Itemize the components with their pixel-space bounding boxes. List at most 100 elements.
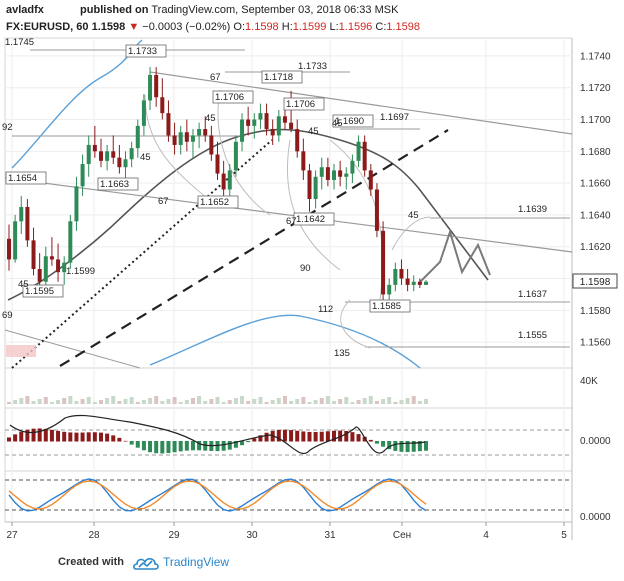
time-tick-label: 27 <box>6 530 18 541</box>
chart-canvas[interactable]: 1.1745 1.1733 1.1733 1.1718 1.1706 1.1706 1.16… <box>0 0 624 548</box>
candle-body <box>399 268 404 279</box>
cycle-annotation: 67 <box>158 196 169 207</box>
volume-bar <box>31 401 36 404</box>
macd-bar <box>295 430 300 442</box>
volume-bar <box>240 396 245 404</box>
close-value: 1.1598 <box>386 21 421 33</box>
price-annotation: 1.1733 <box>298 61 327 72</box>
time-tick-label: 28 <box>88 530 100 541</box>
macd-bar <box>80 432 85 442</box>
price-annotation: 1.1706 <box>215 92 244 103</box>
candle-body <box>92 144 97 152</box>
site-name[interactable]: TradingView.com, <box>151 4 239 16</box>
tradingview-link[interactable]: TradingView <box>163 555 230 569</box>
volume-bar <box>411 396 416 404</box>
volume-bar <box>301 397 306 404</box>
macd-bar <box>19 431 24 442</box>
macd-bar <box>374 441 379 444</box>
volume-bar <box>258 397 263 404</box>
macd-bar <box>368 439 373 442</box>
time-tick-label: 5 <box>561 530 567 541</box>
volume-bar <box>86 397 91 404</box>
annotations: 1.1745 1.1733 1.1733 1.1718 1.1706 1.1706 1.16… <box>2 37 547 359</box>
macd-bar <box>246 441 251 443</box>
price-annotation: 1.1697 <box>380 112 409 123</box>
volume-bar <box>215 397 220 404</box>
candle-body <box>282 116 287 123</box>
grid <box>5 40 572 522</box>
symbol-line: FX:EURUSD, 60 1.1598 ▼ −0.0003 (−0.02%) … <box>6 21 420 34</box>
volume-bar <box>393 402 398 404</box>
volume-bar <box>141 400 146 404</box>
volume-bar <box>276 398 281 404</box>
footer: Created with TradingView <box>0 548 624 581</box>
cycle-annotation: 45 <box>332 118 343 129</box>
volume-bar <box>233 398 238 404</box>
tradingview-cloud-icon[interactable] <box>133 554 159 572</box>
macd-bar <box>233 441 238 448</box>
candle-body <box>160 97 165 114</box>
candle-body <box>123 159 128 168</box>
candle-body <box>313 176 318 200</box>
volume-bars <box>7 396 428 404</box>
candles <box>7 67 428 303</box>
candle-body <box>301 151 306 171</box>
volume-bar <box>117 401 122 404</box>
price-label-box <box>261 70 303 84</box>
author-name[interactable]: avladfx <box>6 4 44 16</box>
stoch-axis-label: 0.0000 <box>580 512 611 523</box>
close-label: C: <box>375 21 387 33</box>
candle-body <box>117 157 122 168</box>
macd-bar <box>129 441 134 445</box>
price-tick-label: 1.1720 <box>580 83 611 94</box>
price-label-box <box>22 284 64 298</box>
volume-bar <box>344 397 349 404</box>
candle-body <box>209 135 214 155</box>
lower-channel-line <box>4 329 141 369</box>
macd-bar <box>252 438 257 442</box>
time-tick-label: 30 <box>246 530 258 541</box>
volume-bar <box>252 399 257 404</box>
macd-bar <box>62 431 67 442</box>
candle-body <box>172 135 177 145</box>
upper-channel-line <box>149 71 573 135</box>
volume-bar <box>246 401 251 404</box>
high-label: H: <box>281 21 293 33</box>
open-label: O: <box>233 21 246 33</box>
volume-bar <box>381 399 386 404</box>
macd-bar <box>43 428 48 442</box>
cycle-arc-4 <box>329 139 383 301</box>
volume-axis-label: 40K <box>580 376 598 387</box>
candle-body <box>105 151 110 161</box>
macd-bar <box>105 433 110 442</box>
candle-body <box>31 240 36 269</box>
candle-body <box>356 141 361 161</box>
candle-body <box>25 206 30 241</box>
created-with-label: Created with <box>58 556 125 568</box>
volume-bar <box>105 398 110 404</box>
volume-bar <box>172 397 177 404</box>
macd-bar <box>86 432 91 442</box>
macd-bar <box>31 428 36 442</box>
volume-bar <box>221 402 226 404</box>
macd-bar <box>154 441 159 454</box>
highlight-box <box>6 345 36 357</box>
price-annotation: 1.1663 <box>100 179 129 190</box>
volume-bar <box>184 400 189 404</box>
volume-bar <box>350 402 355 404</box>
candle-body <box>166 113 171 136</box>
symbol-label[interactable]: FX:EURUSD, 60 <box>6 21 89 33</box>
macd-bar <box>74 432 79 442</box>
volume-bar <box>295 399 300 404</box>
candle-body <box>49 256 54 260</box>
cycle-annotation: 67 <box>286 216 297 227</box>
volume-bar <box>362 398 367 404</box>
price-annotation: 1.1599 <box>66 266 95 277</box>
volume-bar <box>43 397 48 404</box>
low-label: L: <box>329 21 339 33</box>
volume-bar <box>325 396 330 404</box>
candle-body <box>252 119 257 126</box>
publish-line: avladfx published on TradingView.com, Se… <box>6 4 398 17</box>
price-label-box <box>293 212 335 226</box>
volume-bar <box>68 396 73 404</box>
